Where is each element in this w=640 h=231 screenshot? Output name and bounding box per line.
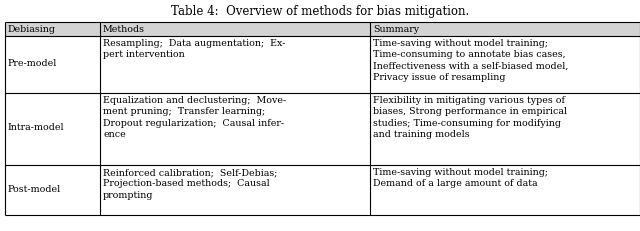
Bar	[5, 22, 640, 36]
Text: Post-model: Post-model	[8, 185, 61, 194]
Text: Methods: Methods	[103, 24, 145, 33]
Text: Summary: Summary	[373, 24, 419, 33]
Text: Intra-model: Intra-model	[8, 124, 65, 133]
Text: Equalization and declustering;  Move-
ment pruning;  Transfer learning;
Dropout : Equalization and declustering; Move- men…	[103, 96, 286, 139]
Text: Pre-model: Pre-model	[8, 59, 58, 68]
Text: Time-saving without model training;
Demand of a large amount of data: Time-saving without model training; Dema…	[373, 168, 548, 188]
Text: Reinforced calibration;  Self-Debias;
Projection-based methods;  Causal
promptin: Reinforced calibration; Self-Debias; Pro…	[103, 168, 277, 200]
Bar	[5, 36, 640, 93]
Bar	[5, 165, 640, 215]
Text: Flexibility in mitigating various types of
biases, Strong performance in empiric: Flexibility in mitigating various types …	[373, 96, 567, 139]
Text: Table 4:  Overview of methods for bias mitigation.: Table 4: Overview of methods for bias mi…	[171, 4, 469, 18]
Text: Debiasing: Debiasing	[8, 24, 56, 33]
Text: Time-saving without model training;
Time-consuming to annotate bias cases,
Ineff: Time-saving without model training; Time…	[373, 39, 568, 82]
Text: Resampling;  Data augmentation;  Ex-
pert intervention: Resampling; Data augmentation; Ex- pert …	[103, 39, 285, 59]
Bar	[5, 93, 640, 165]
